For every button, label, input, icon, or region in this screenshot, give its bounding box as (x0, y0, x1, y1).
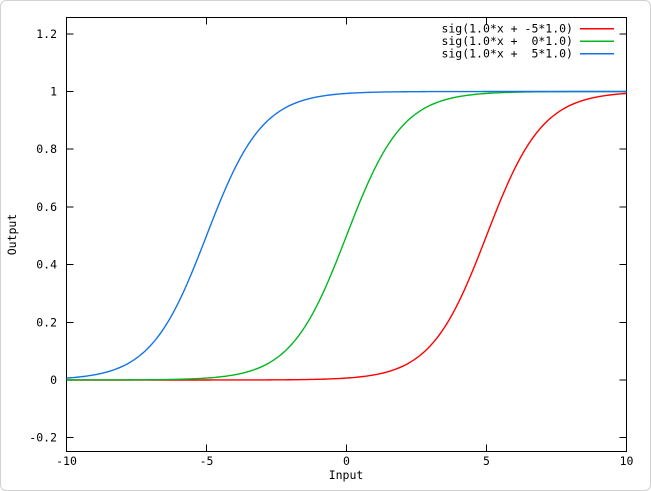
x-tick-label: -5 (200, 454, 214, 468)
series-curves (66, 90, 627, 381)
axis-ticks (66, 17, 627, 452)
y-tick-label: 0 (50, 373, 57, 387)
x-tick-label: 0 (343, 454, 350, 468)
legend: sig(1.0*x + -5*1.0) sig(1.0*x + 0*1.0) s… (441, 22, 614, 61)
y-tick-label: 0.8 (36, 142, 57, 156)
x-tick-label: 5 (483, 454, 490, 468)
legend-entry-label: sig(1.0*x + 0*1.0) (441, 34, 573, 48)
y-tick-label: -0.2 (29, 431, 57, 445)
axis-tick-labels: -10 -5 0 5 10 1.2 1 0.8 0.6 0.4 0.2 0 -0.2 (29, 27, 633, 468)
x-axis-label: Input (329, 468, 364, 482)
y-tick-label: 0.4 (36, 258, 57, 272)
y-tick-label: 1 (50, 85, 57, 99)
sigmoid-curve-1 (66, 90, 627, 381)
sigmoid-curve-2 (66, 90, 627, 379)
legend-entry-label: sig(1.0*x + 5*1.0) (441, 47, 573, 61)
y-tick-label: 1.2 (36, 27, 57, 41)
legend-entry-label: sig(1.0*x + -5*1.0) (441, 22, 573, 36)
x-tick-label: 10 (620, 454, 634, 468)
y-tick-label: 0.6 (36, 200, 57, 214)
y-tick-label: 0.2 (36, 315, 57, 329)
x-tick-label: -10 (56, 454, 77, 468)
y-axis-label: Output (5, 214, 19, 256)
